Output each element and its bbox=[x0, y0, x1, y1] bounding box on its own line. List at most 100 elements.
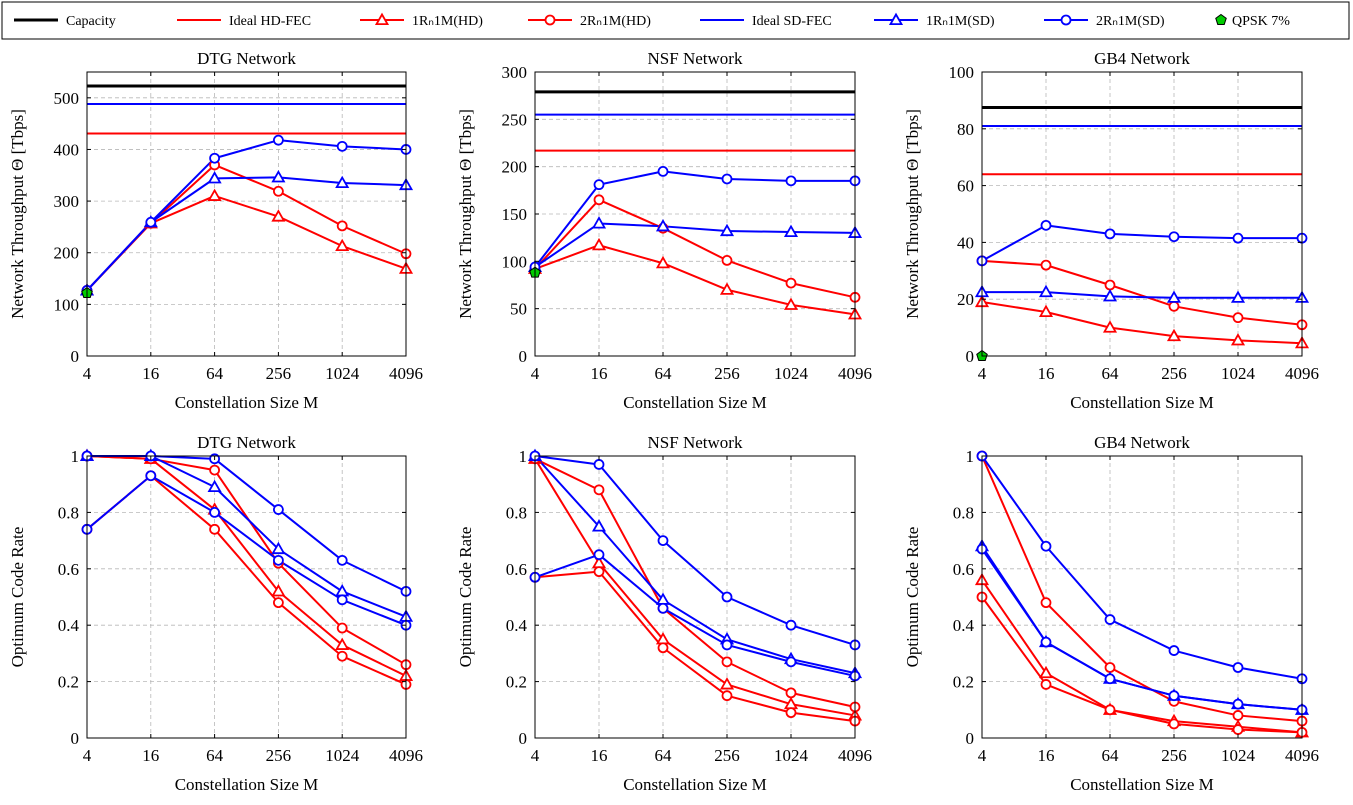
series-line-r2_sd bbox=[981, 548, 1303, 711]
legend-marker-qpsk bbox=[1215, 13, 1227, 25]
x-tick-label: 256 bbox=[1161, 364, 1187, 383]
plot-frame bbox=[86, 455, 407, 739]
data-point-r2_hd bbox=[721, 690, 733, 702]
data-point-r1_hd bbox=[655, 255, 671, 269]
legend-entry-ideal_sd: Ideal SD-FEC bbox=[700, 14, 832, 29]
x-tick-label: 16 bbox=[591, 746, 608, 765]
series-line-r2_hd bbox=[534, 457, 856, 708]
x-tick-label: 1024 bbox=[1221, 364, 1256, 383]
series-line-r2_sd bbox=[86, 474, 407, 627]
data-point-r2_sd bbox=[209, 152, 221, 164]
data-point-r2_sd bbox=[657, 165, 669, 177]
y-tick-label: 400 bbox=[54, 140, 80, 159]
legend-label: 2Rₙ1M(SD) bbox=[1096, 14, 1165, 29]
y-tick-label: 0 bbox=[966, 729, 975, 748]
y-tick-label: 0.6 bbox=[953, 560, 974, 579]
data-point-r2_hd bbox=[272, 597, 284, 609]
legend-entry-capacity: Capacity bbox=[14, 14, 116, 29]
legend: Capacity Ideal HD-FEC 1Rₙ1M(HD) 2Rₙ1M(HD) Id… bbox=[1, 1, 1350, 40]
y-axis-label: Optimum Code Rate bbox=[903, 527, 922, 668]
x-tick-label: 1024 bbox=[325, 364, 360, 383]
x-tick-label: 4 bbox=[531, 364, 540, 383]
y-tick-label: 0 bbox=[966, 347, 975, 366]
x-tick-label: 256 bbox=[714, 746, 740, 765]
x-tick-label: 4096 bbox=[1285, 746, 1319, 765]
data-point-r2_sd bbox=[336, 594, 348, 606]
chart-panel: 4 16 64 256 1024 4096 0 100 200 300 400 500 DTG Netw… bbox=[8, 49, 423, 412]
series-line-r2_sd bbox=[981, 455, 1303, 680]
data-point-r1_sd bbox=[271, 170, 286, 183]
data-point-r2_hd bbox=[1104, 279, 1116, 291]
data-point-r2_sd bbox=[657, 602, 669, 614]
legend-entry-r1_hd: 1Rₙ1M(HD) bbox=[360, 12, 483, 29]
y-tick-label: 20 bbox=[957, 290, 974, 309]
data-point-r1_sd bbox=[1038, 284, 1054, 298]
data-point-r1_hd bbox=[719, 677, 735, 690]
legend-box bbox=[1, 1, 1350, 40]
legend-entry-ideal_hd: Ideal HD-FEC bbox=[177, 14, 311, 29]
x-tick-label: 16 bbox=[1038, 364, 1055, 383]
data-point-r2_hd bbox=[593, 484, 605, 496]
x-tick-label: 64 bbox=[206, 746, 224, 765]
data-point-r2_hd bbox=[1104, 704, 1116, 716]
data-point-r1_hd bbox=[1038, 304, 1054, 318]
x-tick-label: 256 bbox=[1161, 746, 1187, 765]
data-point-r2_sd bbox=[1232, 662, 1244, 673]
data-point-r1_sd bbox=[783, 224, 799, 238]
series-line-r1_sd bbox=[982, 291, 1302, 299]
x-tick-label: 4096 bbox=[838, 746, 872, 765]
data-point-r2_hd bbox=[1168, 718, 1180, 730]
x-axis-label: Constellation Size M bbox=[175, 775, 319, 794]
data-point-r1_hd bbox=[207, 188, 222, 201]
data-point-r2_sd bbox=[1232, 698, 1244, 710]
data-point-r2_hd bbox=[209, 464, 221, 476]
data-point-r2_hd bbox=[657, 642, 669, 654]
x-tick-label: 64 bbox=[206, 364, 224, 383]
chart-title: NSF Network bbox=[648, 49, 743, 68]
data-point-r2_sd bbox=[1104, 228, 1116, 240]
chart-panel: 4 16 64 256 1024 4096 0 0.2 0.4 0.6 0.8 1 NSF Networ… bbox=[456, 433, 872, 794]
y-tick-label: 300 bbox=[502, 63, 528, 82]
data-point-r2_sd bbox=[145, 216, 157, 228]
y-tick-label: 200 bbox=[502, 158, 528, 177]
y-tick-label: 0 bbox=[519, 347, 528, 366]
data-point-r1_sd bbox=[207, 479, 222, 493]
data-point-r2_sd bbox=[336, 140, 348, 152]
x-tick-label: 4 bbox=[531, 746, 540, 765]
data-point-r2_sd bbox=[272, 504, 284, 515]
x-tick-label: 16 bbox=[591, 364, 608, 383]
data-point-r2_sd bbox=[336, 554, 348, 566]
x-axis-label: Constellation Size M bbox=[1070, 775, 1214, 794]
data-point-r1_sd bbox=[1166, 290, 1182, 303]
data-point-r2_sd bbox=[657, 535, 669, 546]
chart-title: GB4 Network bbox=[1094, 49, 1190, 68]
chart-title: DTG Network bbox=[197, 433, 296, 452]
x-axis-label: Constellation Size M bbox=[623, 775, 767, 794]
legend-marker bbox=[888, 12, 904, 26]
y-tick-label: 250 bbox=[502, 110, 528, 129]
y-tick-label: 0 bbox=[519, 729, 528, 748]
series-line-r2_sd bbox=[87, 455, 407, 593]
chart-panel: 4 16 64 256 1024 4096 0 0.2 0.4 0.6 0.8 1 GB4 Networ… bbox=[903, 433, 1319, 794]
x-tick-label: 4096 bbox=[389, 364, 423, 383]
x-tick-label: 4096 bbox=[389, 746, 423, 765]
x-tick-label: 1024 bbox=[774, 364, 809, 383]
legend-marker bbox=[374, 12, 390, 26]
chart-panel: 4 16 64 256 1024 4096 0 50 100 150 200 250 300 NSF Ne… bbox=[456, 49, 872, 412]
data-point-r2_hd bbox=[209, 523, 221, 535]
y-tick-label: 1 bbox=[966, 447, 975, 466]
legend-label: Ideal HD-FEC bbox=[229, 14, 311, 29]
data-point-r2_sd bbox=[593, 179, 605, 191]
data-point-r2_hd bbox=[593, 566, 605, 578]
data-point-r1_hd bbox=[1230, 333, 1246, 346]
x-tick-label: 4096 bbox=[838, 364, 872, 383]
data-point-r2_sd bbox=[272, 554, 284, 566]
data-point-r1_sd bbox=[719, 223, 735, 237]
legend-marker bbox=[1060, 14, 1072, 26]
series-line-r2_sd bbox=[534, 553, 856, 677]
series-line-r2_hd bbox=[534, 570, 856, 723]
x-axis-label: Constellation Size M bbox=[1070, 393, 1214, 412]
data-point-r2_sd bbox=[1168, 645, 1180, 656]
plot-frame bbox=[86, 71, 407, 357]
legend-label: 1Rₙ1M(SD) bbox=[926, 14, 995, 29]
